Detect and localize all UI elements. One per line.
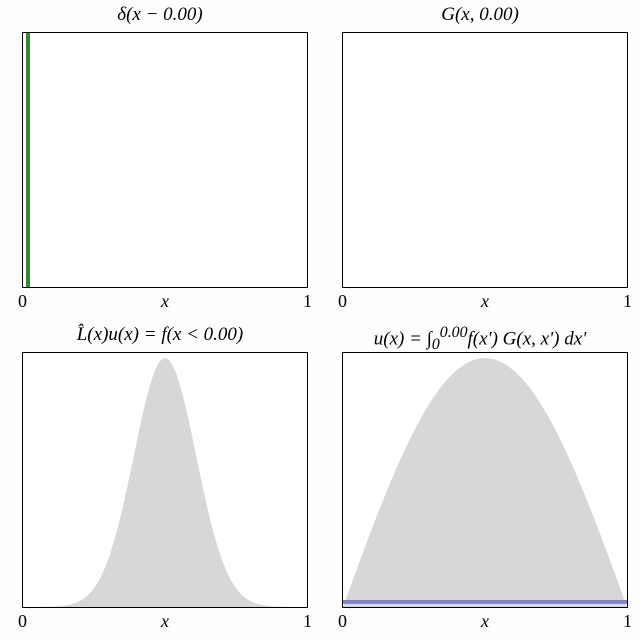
panel-rhs: u(x) = ∫00.00f(x') G(x, x') dx' 0 x 1: [320, 320, 640, 640]
tick-mid: x: [481, 291, 489, 312]
panel-lhs-xticks: 0 x 1: [22, 612, 308, 634]
tick-0: 0: [18, 291, 27, 312]
panel-green-plot: [342, 32, 628, 288]
tick-mid: x: [481, 611, 489, 632]
panel-delta-plot: [22, 32, 308, 288]
panel-green: G(x, 0.00) 0 x 1: [320, 0, 640, 320]
panel-lhs: L̂(x)u(x) = f(x < 0.00) 0 x 1: [0, 320, 320, 640]
panel-green-title: G(x, 0.00): [320, 4, 640, 26]
tick-0: 0: [338, 611, 347, 632]
panel-lhs-title: L̂(x)u(x) = f(x < 0.00): [0, 324, 320, 346]
panel-rhs-plot: [342, 352, 628, 608]
panel-rhs-title: u(x) = ∫00.00f(x') G(x, x') dx': [320, 324, 640, 354]
panel-green-xticks: 0 x 1: [342, 292, 628, 314]
delta-impulse: [26, 33, 30, 287]
tick-mid: x: [161, 611, 169, 632]
panel-delta-title: δ(x − 0.00): [0, 4, 320, 26]
tick-mid: x: [161, 291, 169, 312]
panel-delta: δ(x − 0.00) 0 x 1: [0, 0, 320, 320]
chart-grid: δ(x − 0.00) 0 x 1 G(x, 0.00) 0 x 1 L̂(x)…: [0, 0, 640, 640]
lhs-area: [23, 353, 307, 607]
panel-delta-xticks: 0 x 1: [22, 292, 308, 314]
tick-1: 1: [303, 611, 312, 632]
tick-1: 1: [623, 291, 632, 312]
tick-1: 1: [303, 291, 312, 312]
rhs-area: [343, 353, 627, 607]
tick-0: 0: [18, 611, 27, 632]
tick-0: 0: [338, 291, 347, 312]
panel-lhs-plot: [22, 352, 308, 608]
tick-1: 1: [623, 611, 632, 632]
panel-rhs-xticks: 0 x 1: [342, 612, 628, 634]
